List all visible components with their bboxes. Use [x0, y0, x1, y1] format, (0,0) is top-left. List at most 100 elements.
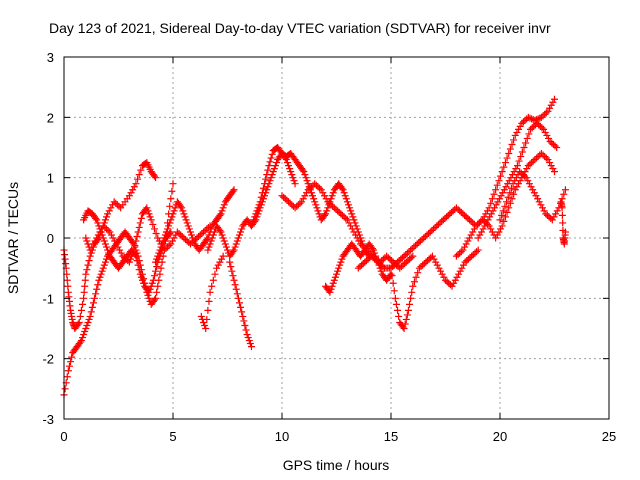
data-point	[169, 180, 177, 188]
data-point	[300, 168, 308, 176]
data-point	[407, 254, 415, 262]
data-point	[299, 166, 307, 174]
data-point	[546, 159, 554, 167]
data-point	[544, 156, 552, 164]
data-point	[168, 237, 176, 245]
data-point	[265, 162, 273, 170]
data-point	[499, 189, 507, 197]
data-point	[269, 168, 277, 176]
data-point	[84, 318, 92, 326]
data-point	[465, 234, 473, 242]
series-sat-b	[60, 180, 177, 399]
data-point	[546, 104, 554, 112]
data-point	[329, 202, 337, 210]
data-point	[530, 189, 538, 197]
data-point	[558, 204, 566, 212]
data-point	[488, 228, 496, 236]
data-point	[96, 228, 104, 236]
data-point	[512, 165, 520, 173]
data-point	[519, 171, 527, 179]
data-point	[551, 95, 558, 103]
data-point	[131, 242, 139, 250]
data-point	[420, 234, 428, 242]
data-point	[146, 285, 154, 293]
data-point	[167, 216, 175, 224]
data-point	[511, 186, 519, 194]
data-point	[177, 231, 185, 239]
data-point	[543, 211, 551, 219]
data-point	[470, 225, 478, 233]
data-point	[410, 278, 418, 286]
data-point	[281, 195, 289, 203]
data-point	[152, 229, 160, 237]
data-point	[184, 222, 192, 230]
y-tick-label: 1	[47, 171, 54, 186]
data-point	[506, 189, 514, 197]
data-point	[528, 115, 536, 123]
data-point	[343, 198, 351, 206]
data-point	[386, 255, 394, 263]
data-point	[96, 273, 104, 281]
data-point	[205, 243, 213, 251]
data-point	[335, 208, 343, 216]
data-point	[471, 249, 479, 257]
data-point	[326, 288, 334, 296]
data-point	[455, 270, 463, 278]
data-point	[83, 321, 91, 329]
data-point	[466, 254, 474, 262]
data-point	[217, 210, 225, 218]
data-point	[502, 183, 510, 191]
data-point	[239, 312, 247, 320]
data-point	[379, 263, 387, 271]
data-point	[515, 157, 523, 165]
data-point	[493, 181, 501, 189]
data-point	[528, 159, 536, 167]
data-point	[328, 282, 336, 290]
data-point	[377, 261, 385, 269]
data-point	[175, 229, 183, 237]
data-point	[167, 195, 175, 203]
data-point	[448, 282, 456, 290]
data-point	[347, 222, 355, 230]
data-point	[103, 225, 111, 233]
data-point	[233, 290, 241, 298]
data-point	[204, 306, 212, 314]
data-point	[166, 229, 174, 237]
data-point	[133, 257, 141, 265]
data-point	[343, 216, 351, 224]
data-point	[230, 186, 238, 194]
data-point	[206, 288, 214, 296]
data-point	[220, 237, 228, 245]
data-point	[98, 267, 106, 275]
data-point	[370, 246, 378, 254]
data-point	[156, 246, 164, 254]
data-point	[456, 207, 464, 215]
data-point	[547, 162, 555, 170]
data-point	[329, 279, 337, 287]
data-point	[178, 232, 186, 240]
data-point	[303, 177, 311, 185]
data-point	[322, 210, 330, 218]
data-point	[132, 180, 140, 188]
data-point	[296, 199, 304, 207]
data-point	[421, 232, 429, 240]
data-point	[217, 228, 225, 236]
data-point	[476, 231, 484, 239]
data-point	[496, 216, 504, 224]
data-point	[166, 219, 174, 227]
data-point	[408, 288, 416, 296]
data-point	[328, 192, 336, 200]
data-point	[371, 249, 379, 257]
data-point	[218, 231, 226, 239]
data-point	[147, 216, 155, 224]
data-point	[173, 228, 181, 236]
data-point	[330, 276, 338, 284]
data-point	[506, 199, 514, 207]
data-point	[89, 240, 97, 248]
data-point	[231, 281, 239, 289]
data-point	[437, 267, 445, 275]
data-point	[412, 273, 420, 281]
data-point	[361, 258, 369, 266]
data-point	[82, 270, 90, 278]
data-point	[267, 174, 275, 182]
